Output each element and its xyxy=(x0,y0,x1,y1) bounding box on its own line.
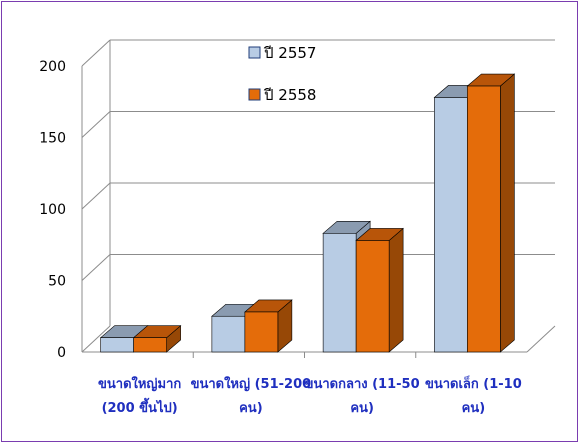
legend-label: ปี 2557 xyxy=(263,44,316,62)
gridline-diagonal xyxy=(81,182,111,210)
bar-front xyxy=(244,311,279,353)
category-label: ขนาดใหญ่ (51-200 xyxy=(191,375,312,392)
gridline-diagonal xyxy=(81,254,111,281)
legend: ปี 2557 ปี 2558 xyxy=(248,44,316,104)
y-tick-label: 50 xyxy=(48,274,66,290)
y-tick-label: 150 xyxy=(39,131,66,147)
bar xyxy=(466,73,516,353)
category-label: คน) xyxy=(239,401,263,416)
category-label: คน) xyxy=(462,401,486,416)
legend-label: ปี 2558 xyxy=(263,86,316,104)
bars xyxy=(99,73,516,353)
bar-front xyxy=(211,315,246,353)
legend-swatch xyxy=(248,88,261,101)
gridline-diagonal xyxy=(81,325,111,353)
y-tick-label: 100 xyxy=(39,202,66,218)
category-labels: ขนาดใหญ่มาก (200 ขึ้นไป) ขนาดใหญ่ (51-200 ค… xyxy=(98,374,522,416)
bar xyxy=(244,299,293,353)
bar-front xyxy=(133,337,167,353)
bar-side xyxy=(388,227,404,353)
bar-front xyxy=(355,240,390,353)
gridline-diagonal xyxy=(81,39,111,67)
y-tick-labels: 0 50 100 150 200 xyxy=(39,59,66,361)
legend-swatch xyxy=(248,46,261,59)
gridline-diagonal xyxy=(81,111,111,138)
category-label: ขนาดใหญ่มาก xyxy=(98,375,181,392)
floor-edge xyxy=(526,325,556,353)
bar-front xyxy=(434,97,468,353)
category-label: คน) xyxy=(350,401,374,416)
category-label: ขนาดเล็ก (1-10 xyxy=(425,374,522,392)
y-tick-label: 200 xyxy=(39,59,66,75)
category-label: ขนาดกลาง (11-50 xyxy=(305,377,420,392)
bar-side xyxy=(500,73,515,353)
bar xyxy=(132,325,182,353)
category-label: (200 ขึ้นไป) xyxy=(102,397,178,416)
y-tick-label: 0 xyxy=(57,345,66,361)
bar-front xyxy=(322,233,357,353)
bar-front xyxy=(467,85,501,353)
bar-front xyxy=(100,337,134,353)
bar xyxy=(355,227,404,353)
